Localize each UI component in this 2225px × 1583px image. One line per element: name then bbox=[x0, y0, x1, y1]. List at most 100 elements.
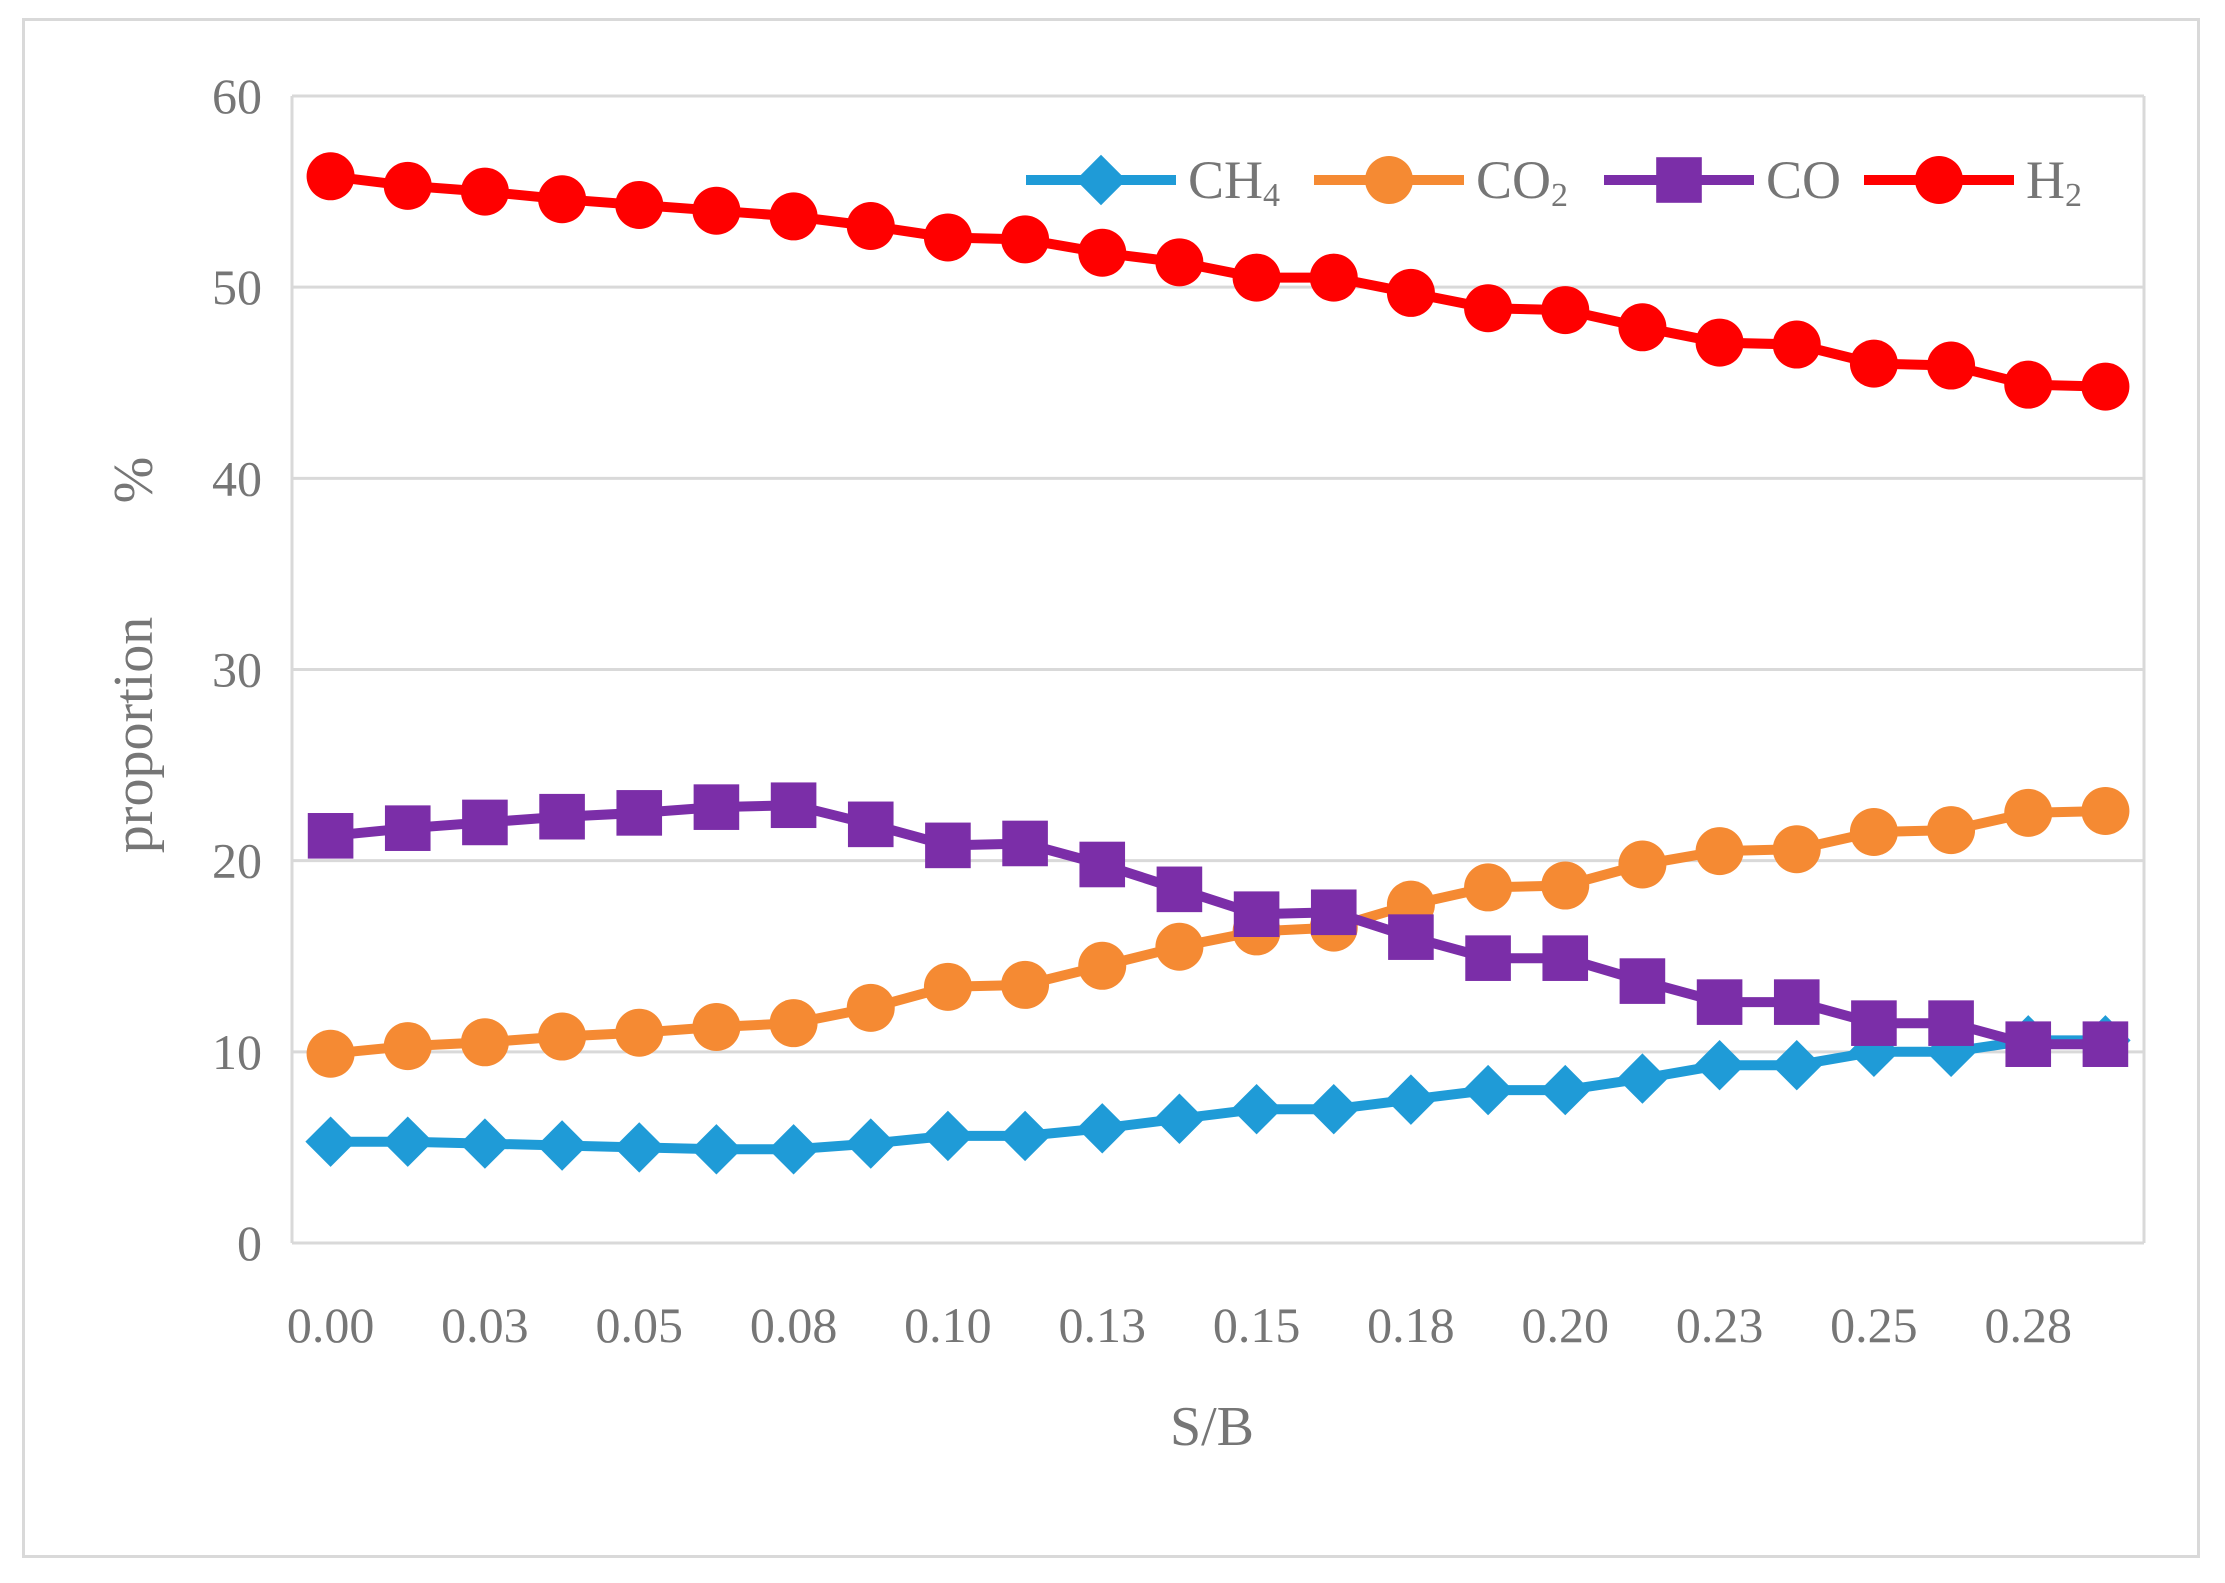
series-layer bbox=[305, 152, 2131, 1175]
series-CH4 bbox=[305, 1015, 2131, 1175]
data-point-H2 bbox=[692, 186, 741, 235]
data-point-CO bbox=[1542, 935, 1589, 981]
x-tick-label: 0.08 bbox=[750, 1297, 838, 1353]
data-point-H2 bbox=[1155, 238, 1204, 287]
data-point-CO2 bbox=[769, 999, 818, 1048]
data-point-H2 bbox=[1232, 253, 1281, 302]
x-tick-labels: 0.00 0.03 0.05 0.08 0.10 0.13 0.15 0.18 0.20 0.23… bbox=[287, 1297, 2072, 1353]
data-point-CO2 bbox=[1695, 827, 1744, 876]
legend-label: CO bbox=[1766, 150, 1841, 210]
legend-label: CO2 bbox=[1476, 150, 1568, 214]
data-point-CO2 bbox=[615, 1008, 664, 1057]
data-point-CO bbox=[1388, 914, 1434, 960]
data-point-CO2 bbox=[1001, 960, 1050, 1009]
data-point-CH4 bbox=[1231, 1083, 1282, 1135]
data-point-CO bbox=[1465, 935, 1511, 981]
series-line-CH4 bbox=[330, 1035, 2106, 1155]
data-point-CO bbox=[1851, 1000, 1897, 1046]
legend-item-CO[interactable]: CO bbox=[1604, 150, 1841, 210]
legend-item-CO2[interactable]: CO2 bbox=[1314, 150, 1568, 214]
legend-marker bbox=[1915, 156, 1963, 204]
data-point-CO bbox=[1696, 979, 1743, 1025]
data-point-CO bbox=[1002, 820, 1048, 867]
data-point-CO2 bbox=[923, 962, 972, 1011]
data-point-H2 bbox=[538, 175, 587, 224]
data-point-CH4 bbox=[1154, 1093, 1205, 1144]
data-point-CO2 bbox=[846, 983, 895, 1032]
data-point-CH4 bbox=[536, 1120, 588, 1171]
legend-label: CH4 bbox=[1188, 150, 1280, 214]
y-tick-label: 20 bbox=[212, 833, 262, 889]
data-point-CO bbox=[1310, 889, 1357, 936]
data-point-CO bbox=[1233, 891, 1280, 937]
x-tick-label: 0.13 bbox=[1059, 1297, 1147, 1353]
data-point-H2 bbox=[2004, 360, 2053, 409]
data-point-CO2 bbox=[1155, 922, 1204, 971]
data-point-CH4 bbox=[305, 1116, 356, 1167]
y-tick-label: 60 bbox=[212, 68, 262, 124]
y-tick-labels: 0 10 20 30 40 50 60 bbox=[212, 68, 262, 1271]
legend-item-H2[interactable]: H2 bbox=[1864, 150, 2082, 214]
data-point-CO bbox=[693, 784, 740, 830]
data-point-H2 bbox=[1078, 228, 1127, 277]
data-point-CO bbox=[2005, 1021, 2052, 1067]
x-tick-label: 0.20 bbox=[1522, 1297, 1610, 1353]
data-point-H2 bbox=[1849, 339, 1898, 388]
data-point-CO2 bbox=[460, 1018, 509, 1067]
data-point-CH4 bbox=[1617, 1053, 1668, 1104]
data-point-CH4 bbox=[1771, 1040, 1822, 1091]
y-tick-label: 30 bbox=[212, 642, 262, 698]
data-point-CH4 bbox=[382, 1116, 433, 1167]
y-axis-title-word: proportion bbox=[103, 617, 165, 853]
data-point-CO bbox=[1928, 1000, 1974, 1046]
data-point-CO bbox=[462, 799, 508, 846]
y-tick-label: 50 bbox=[212, 259, 262, 315]
data-point-CH4 bbox=[1540, 1064, 1591, 1116]
x-tick-label: 0.03 bbox=[441, 1297, 529, 1353]
x-tick-label: 0.23 bbox=[1676, 1297, 1764, 1353]
x-tick-label: 0.15 bbox=[1213, 1297, 1301, 1353]
data-point-CH4 bbox=[922, 1110, 974, 1162]
series-CO2 bbox=[306, 786, 2130, 1078]
data-point-CO2 bbox=[1541, 861, 1590, 910]
data-point-H2 bbox=[769, 192, 818, 241]
legend-marker bbox=[1075, 154, 1127, 206]
data-point-CO2 bbox=[538, 1012, 587, 1061]
data-point-CH4 bbox=[1848, 1026, 1900, 1078]
data-point-CH4 bbox=[691, 1124, 742, 1175]
data-point-CO2 bbox=[1078, 941, 1127, 990]
data-point-CO2 bbox=[383, 1022, 432, 1071]
data-point-H2 bbox=[2081, 362, 2130, 411]
x-tick-label: 0.05 bbox=[596, 1297, 684, 1353]
data-point-H2 bbox=[1927, 341, 1976, 390]
data-point-CH4 bbox=[999, 1110, 1051, 1162]
data-point-CH4 bbox=[1694, 1040, 1745, 1091]
data-point-CH4 bbox=[1925, 1026, 1977, 1078]
x-axis-title: S/B bbox=[1170, 1396, 1254, 1458]
data-point-H2 bbox=[615, 180, 664, 229]
y-axis-title-unit: % bbox=[103, 457, 165, 504]
data-point-CO bbox=[2082, 1021, 2129, 1067]
data-point-CO bbox=[384, 805, 431, 851]
data-point-CO2 bbox=[1849, 807, 1898, 856]
data-point-CH4 bbox=[845, 1118, 896, 1169]
data-point-H2 bbox=[1772, 320, 1821, 369]
data-point-H2 bbox=[1309, 253, 1358, 302]
legend-item-CH4[interactable]: CH4 bbox=[1026, 150, 1280, 214]
data-point-H2 bbox=[383, 161, 432, 210]
data-point-H2 bbox=[1541, 286, 1590, 335]
x-tick-label: 0.00 bbox=[287, 1297, 375, 1353]
y-tick-label: 0 bbox=[237, 1215, 262, 1271]
data-point-CH4 bbox=[1077, 1103, 1128, 1154]
x-tick-label: 0.18 bbox=[1367, 1297, 1455, 1353]
data-point-CO2 bbox=[1772, 825, 1821, 874]
data-point-CO2 bbox=[692, 1002, 741, 1051]
y-tick-label: 10 bbox=[212, 1024, 262, 1080]
data-point-CO bbox=[1156, 866, 1203, 913]
data-point-CO bbox=[1079, 841, 1126, 888]
data-point-H2 bbox=[306, 152, 355, 201]
data-point-CO bbox=[925, 822, 971, 869]
data-point-CH4 bbox=[459, 1118, 511, 1169]
x-tick-label: 0.28 bbox=[1985, 1297, 2073, 1353]
